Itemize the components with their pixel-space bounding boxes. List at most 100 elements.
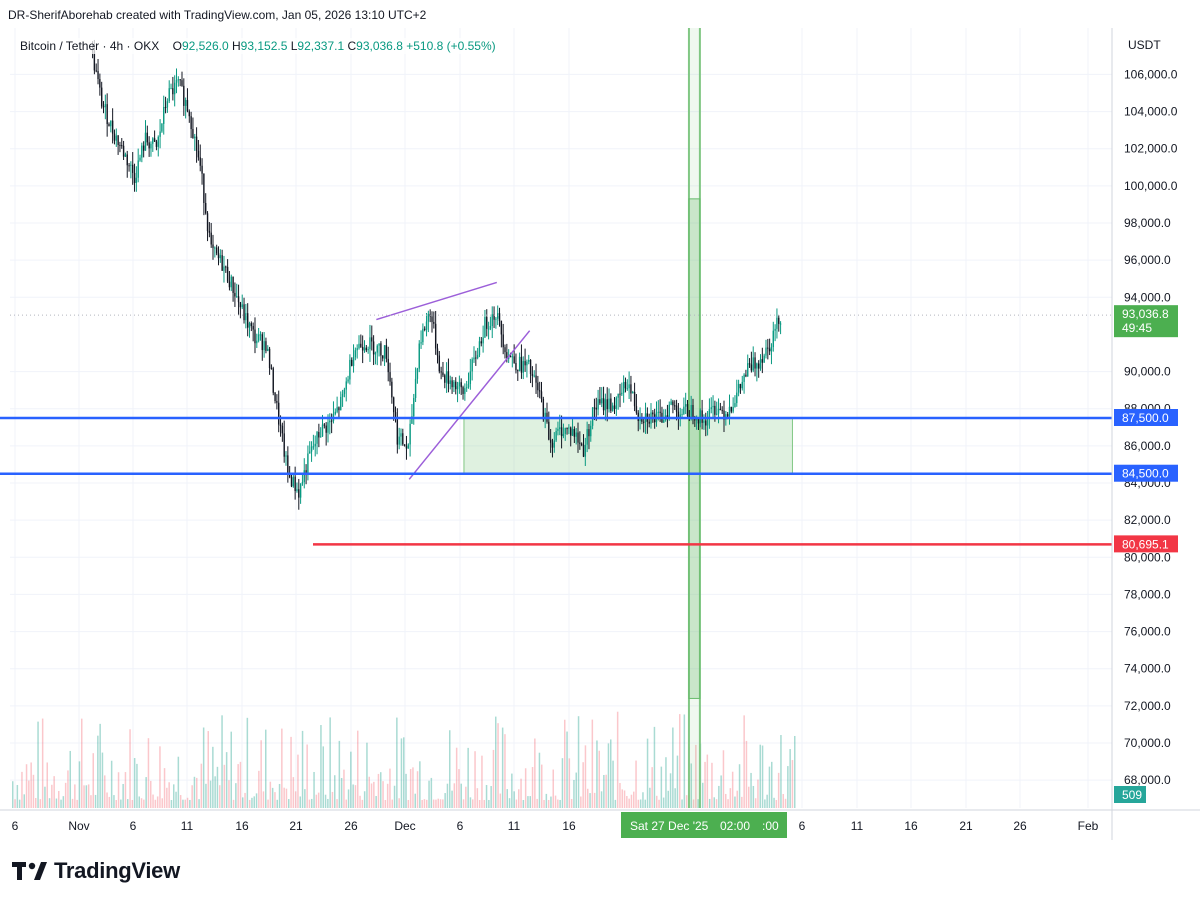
candle-body [411, 416, 413, 424]
interval-label[interactable]: 4h [109, 39, 124, 53]
volume-bar [161, 798, 163, 808]
candle-body [767, 347, 769, 349]
volume-bar [274, 792, 276, 808]
candle-body [161, 123, 163, 132]
volume-bar [791, 760, 794, 808]
volume-bar [375, 796, 377, 808]
volume-bar [41, 718, 44, 808]
trend-line[interactable] [408, 330, 531, 480]
volume-bar [750, 772, 752, 808]
volume-bar [108, 796, 111, 808]
volume-bar [285, 788, 288, 808]
volume-bar [497, 723, 499, 808]
candle-body [172, 88, 174, 95]
currency-label[interactable]: USDT [1128, 38, 1161, 52]
candle-body [433, 321, 435, 324]
candle-body [226, 266, 229, 282]
volume-bar [531, 767, 534, 808]
candle-body [319, 436, 322, 438]
legend-sep [163, 39, 170, 53]
candle-body [610, 398, 612, 411]
candle-body [177, 79, 180, 81]
close-value: 93,036.8 [356, 39, 403, 53]
volume-bar [623, 790, 626, 808]
volume-bar [658, 799, 660, 808]
volume-bar [207, 731, 209, 808]
candle-body [630, 384, 632, 394]
candle-body [256, 340, 258, 344]
candle-body [455, 381, 457, 390]
volume-bar [667, 790, 669, 808]
candle-body [124, 154, 127, 157]
volume-bar [48, 798, 51, 808]
symbol-legend[interactable]: Bitcoin / Tether · 4h · OKX O92,526.0 H9… [18, 38, 498, 54]
candle-body [475, 357, 477, 359]
volume-bar [110, 760, 113, 808]
candle-body [338, 407, 340, 411]
candle-body [402, 433, 404, 445]
volume-bar [538, 752, 541, 808]
candle-body [427, 313, 430, 322]
candle-body [225, 266, 227, 268]
candle-body [188, 111, 190, 117]
candle-body [272, 368, 274, 393]
volume-bar [184, 799, 186, 808]
volume-bar [669, 773, 672, 808]
volume-bar [626, 796, 628, 808]
volume-bar [368, 776, 370, 808]
volume-bar [449, 730, 451, 808]
candle-body [467, 383, 470, 388]
volume-bar [736, 790, 738, 808]
candle-body [250, 323, 253, 327]
volume-bar [708, 798, 711, 808]
volume-bar [140, 798, 143, 808]
volume-bar [267, 799, 269, 808]
candle-body [281, 425, 284, 434]
candle-body [312, 446, 315, 448]
volume-bar [202, 727, 205, 808]
volume-bar [152, 794, 154, 808]
candle-body [491, 314, 493, 327]
symbol-name[interactable]: Bitcoin / Tether [20, 39, 100, 53]
candle-body [624, 381, 627, 389]
candle-body [672, 401, 674, 406]
volume-bar [485, 784, 488, 808]
support-zone[interactable] [463, 417, 793, 475]
x-tick-label: 6 [799, 819, 806, 833]
volume-bar [635, 760, 637, 808]
candle-body [469, 371, 472, 384]
candle-body [106, 104, 108, 125]
volume-bar [398, 798, 400, 808]
candle-body [756, 363, 758, 369]
volume-bar [766, 794, 768, 808]
y-tick-label: 100,000.0 [1124, 179, 1178, 193]
price-level-label: 87,500.0 [1122, 411, 1169, 425]
volume-bar [495, 716, 497, 808]
volume-bar [94, 794, 97, 808]
volume-bar [469, 797, 472, 808]
candle-body [166, 101, 169, 108]
volume-bar [14, 799, 16, 808]
time-highlight [621, 812, 787, 838]
volume-bar [120, 799, 122, 808]
candle-body [708, 409, 711, 419]
candle-body [132, 164, 134, 173]
chart-frame[interactable]: 106,000.0 104,000.0 102,000.0 100,000.0 98,0… [0, 28, 1200, 840]
candle-body [394, 412, 397, 420]
price-chart[interactable]: 106,000.0 104,000.0 102,000.0 100,000.0 98,0… [0, 28, 1200, 840]
volume-bar [780, 735, 782, 808]
volume-bar [720, 775, 722, 808]
volume-bar [301, 730, 304, 808]
trend-line[interactable] [376, 281, 498, 321]
candle-body [221, 255, 223, 271]
crosshair-box[interactable] [688, 198, 701, 699]
volume-bar [478, 800, 481, 808]
candle-body [648, 421, 650, 424]
volume-bar [607, 743, 610, 808]
volume-bar [99, 723, 101, 808]
volume-bar [711, 762, 713, 808]
x-tick-label: 16 [904, 819, 918, 833]
price-level-tag [1114, 535, 1178, 553]
candle-body [712, 405, 714, 408]
volume-bar [283, 787, 285, 808]
